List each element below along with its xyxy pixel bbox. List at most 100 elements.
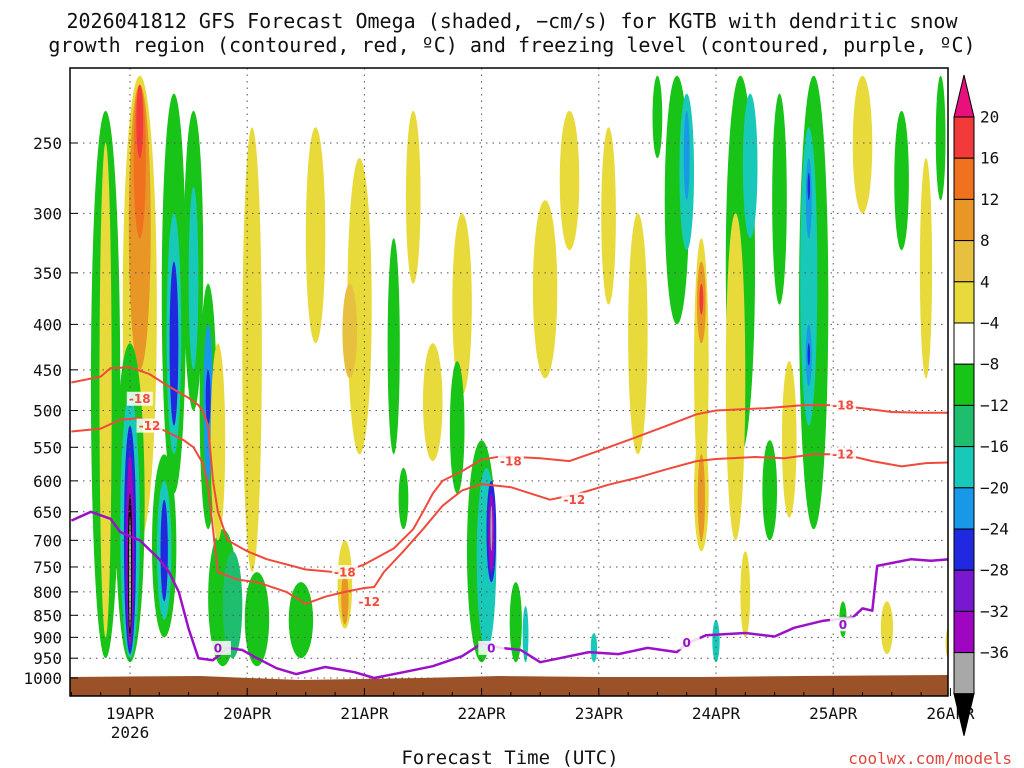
contour-label: -12: [564, 493, 586, 507]
chart-title-line1: 2026041812 GFS Forecast Omega (shaded, −…: [66, 9, 958, 33]
plot-frame: [69, 67, 949, 697]
colorbar-label: −20: [980, 478, 1009, 497]
contour-dgz_-12: [71, 417, 948, 605]
contour-freezing_0: [70, 510, 948, 680]
x-tick-sublabel: 2026: [111, 723, 150, 742]
colorbar-label: 20: [980, 108, 999, 127]
omega-shade: [509, 582, 522, 663]
omega-shade: [781, 361, 797, 518]
omega-shade: [169, 261, 179, 426]
y-tick-label: 950: [33, 649, 62, 668]
contour-label: 0: [839, 618, 847, 632]
omega-shade: [423, 343, 443, 462]
omega-shade: [288, 582, 314, 659]
colorbar-label: 8: [980, 231, 990, 250]
omega-shade: [405, 110, 421, 284]
omega-shade: [590, 633, 598, 663]
omega-shade: [160, 499, 168, 602]
y-tick-label: 900: [33, 628, 62, 647]
x-tick-label: 23APR: [575, 704, 624, 723]
colorbar-label: 16: [980, 149, 999, 168]
ground-surface: [70, 675, 948, 696]
contour-dgz_-18: [71, 366, 948, 574]
contour-label: -18: [129, 392, 151, 406]
omega-shade: [772, 93, 787, 305]
contour-label: -12: [139, 419, 161, 433]
omega-shade: [742, 93, 758, 239]
colorbar-label: −4: [980, 314, 999, 333]
omega-shade: [683, 110, 690, 201]
omega-shade: [205, 369, 211, 426]
omega-shade: [522, 606, 529, 663]
contour-label-bg: [136, 418, 163, 433]
omega-shade: [532, 200, 558, 379]
y-tick-label: 500: [33, 402, 62, 421]
contour-label: 0: [214, 641, 222, 655]
y-axis: 250 300 350 400 450 500 550 600 650 700 750 800 850 9…: [23, 134, 78, 688]
colorbar-label: −16: [980, 437, 1009, 456]
x-axis-label: Forecast Time (UTC): [401, 747, 618, 768]
omega-shade: [188, 186, 199, 370]
contour-label-bg: [126, 391, 153, 406]
colorbar-label: −32: [980, 602, 1009, 621]
colorbar-segment: [953, 157, 975, 200]
omega-shade: [342, 283, 358, 379]
y-tick-label: 450: [33, 361, 62, 380]
x-tick-label: 25APR: [809, 704, 858, 723]
colorbar-label: −36: [980, 643, 1009, 662]
contour-label: -12: [832, 448, 854, 462]
colorbar-top-arrow: [953, 74, 975, 118]
credit-text: coolwx.com/models: [848, 749, 1012, 768]
omega-shade: [697, 454, 706, 541]
ground-fill: [70, 675, 948, 696]
colorbar-segment: [953, 610, 975, 654]
omega-shade: [800, 127, 818, 426]
contour-label: -18: [334, 566, 356, 580]
contour-label-bg: [204, 640, 231, 655]
colorbar-segment: [953, 528, 975, 571]
x-tick-label: 22APR: [458, 704, 507, 723]
y-tick-label: 350: [33, 264, 62, 283]
omega-shade: [807, 343, 811, 366]
omega-shade: [807, 172, 811, 201]
colorbar-segment: [953, 116, 975, 159]
contour-label-bg: [561, 492, 588, 507]
colorbar-segment: [953, 569, 975, 612]
colorbar-segment: [953, 652, 975, 695]
contour-label-bg: [478, 640, 505, 655]
omega-shade: [601, 127, 616, 305]
y-tick-label: 600: [33, 472, 62, 491]
colorbar-label: 4: [980, 272, 990, 291]
contour-label-bg: [829, 398, 856, 413]
grid-lines: [70, 68, 948, 696]
omega-shade: [222, 551, 243, 659]
y-tick-label: 400: [33, 315, 62, 334]
colorbar-label: −28: [980, 561, 1009, 580]
colorbar-segment: [953, 404, 975, 448]
omega-shade: [490, 505, 493, 552]
y-tick-label: 850: [33, 606, 62, 625]
colorbar-label: −8: [980, 355, 999, 374]
omega-shade: [452, 213, 472, 395]
omega-shade: [699, 283, 704, 315]
contour-label: 0: [683, 636, 691, 650]
omega-shade: [398, 467, 409, 530]
omega-shade: [347, 158, 372, 455]
contour-label-bg: [497, 454, 524, 469]
x-tick-label: 19APR: [106, 704, 155, 723]
contour-label-bg: [829, 617, 856, 632]
colorbar-label: −24: [980, 520, 1009, 539]
x-tick-label: 20APR: [223, 704, 272, 723]
contour-lines: -18 -18 -18 -18 -12 -12 -12 -12 0 0 0 0: [70, 366, 948, 680]
omega-shade: [136, 84, 144, 159]
omega-shade: [919, 158, 933, 379]
y-tick-label: 300: [33, 204, 62, 223]
colorbar-segment: [953, 446, 975, 489]
omega-shade: [387, 238, 400, 455]
plot-area: -18 -18 -18 -18 -12 -12 -12 -12 0 0 0 0: [69, 67, 949, 697]
contour-label-bg: [331, 565, 358, 580]
omega-shade: [305, 127, 326, 344]
y-tick-label: 1000: [23, 669, 62, 688]
colorbar-segment: [953, 281, 975, 324]
